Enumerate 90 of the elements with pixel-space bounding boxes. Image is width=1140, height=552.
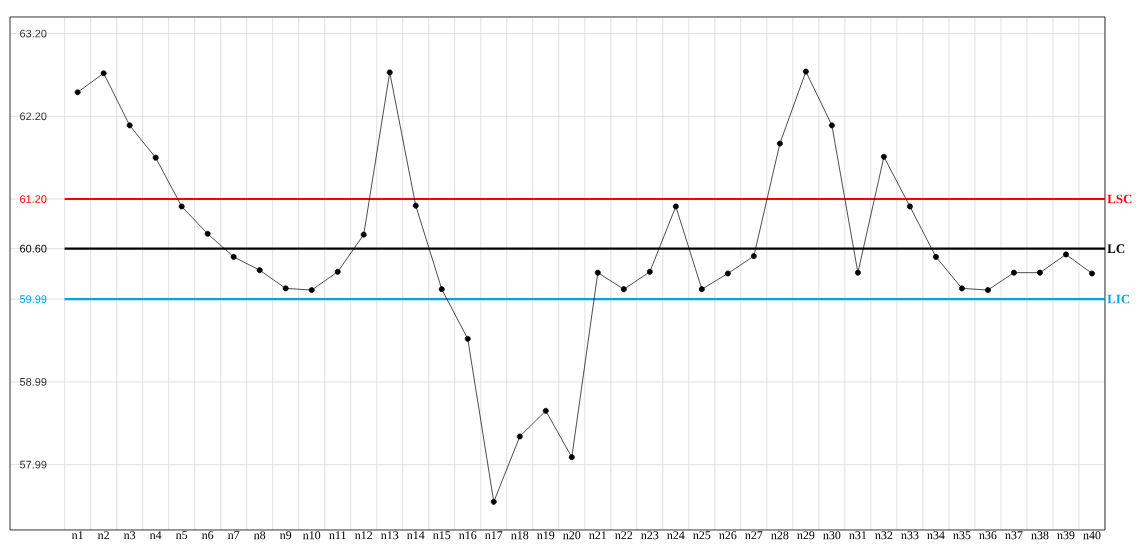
point	[386, 69, 393, 76]
point	[724, 270, 731, 277]
x-tick-label: n7	[227, 531, 240, 540]
x-tick-label: n29	[797, 531, 815, 540]
x-tick-label: n10	[303, 531, 321, 540]
point	[412, 202, 419, 209]
x-tick-label: n14	[407, 531, 425, 540]
x-tick-label: n5	[175, 531, 188, 540]
point	[646, 268, 653, 275]
x-tick-label: n40	[1083, 531, 1101, 540]
point	[594, 269, 601, 276]
point	[542, 407, 549, 414]
x-tick-label: n37	[1005, 531, 1023, 540]
x-tick-label: n24	[667, 531, 685, 540]
point	[828, 122, 835, 129]
point	[854, 269, 861, 276]
x-tick-label: n19	[537, 531, 555, 540]
point	[152, 154, 159, 161]
point	[906, 203, 913, 210]
y-tick-label: 61.20	[20, 195, 47, 203]
x-tick-label: n20	[563, 531, 581, 540]
point	[880, 153, 887, 160]
point	[932, 254, 939, 260]
point	[802, 68, 809, 75]
x-tick-label: n31	[849, 531, 867, 540]
x-tick-label: n9	[280, 531, 292, 540]
point	[230, 254, 237, 260]
x-tick-label: n30	[823, 531, 841, 540]
point	[1037, 269, 1043, 276]
point	[126, 122, 133, 129]
point	[178, 203, 185, 210]
x-tick-label: n36	[979, 531, 997, 540]
x-tick-label: n1	[71, 531, 83, 540]
point	[360, 231, 367, 238]
x-tick-label: n26	[719, 531, 737, 540]
x-tick-label: n8	[254, 531, 266, 540]
point	[568, 454, 575, 461]
x-tick-label: n11	[329, 531, 346, 540]
ref-line-label: LIC	[1107, 294, 1130, 304]
point	[438, 286, 445, 293]
x-tick-label: n12	[355, 531, 373, 540]
point	[334, 268, 341, 275]
point	[985, 287, 991, 293]
x-tick-label: n35	[953, 531, 971, 540]
point	[516, 433, 523, 440]
x-tick-label: n33	[901, 531, 919, 540]
point	[1063, 251, 1069, 258]
ref-line-label: LSC	[1107, 194, 1132, 204]
x-tick-label: n17	[485, 531, 503, 540]
x-tick-label: n3	[123, 531, 136, 540]
x-tick-label: n22	[615, 531, 633, 540]
x-tick-label: n21	[589, 531, 607, 540]
y-tick-label: 60.60	[20, 244, 47, 253]
x-tick-label: n18	[511, 531, 529, 540]
point	[1011, 269, 1017, 276]
point	[74, 89, 81, 96]
x-tick-label: n16	[459, 531, 477, 540]
point	[256, 267, 263, 274]
point	[620, 286, 627, 293]
point	[776, 140, 783, 147]
y-tick-label: 62.20	[20, 112, 47, 121]
x-tick-label: n34	[927, 531, 945, 540]
x-tick-label: n25	[693, 531, 711, 540]
point	[490, 498, 497, 505]
point	[282, 285, 289, 292]
x-tick-label: n39	[1057, 531, 1075, 540]
point	[1089, 270, 1095, 277]
ref-line-label: LC	[1107, 244, 1125, 254]
x-tick-label: n2	[97, 531, 109, 540]
y-tick-label: 57.99	[19, 460, 47, 469]
x-tick-label: n27	[745, 531, 763, 540]
point	[100, 70, 107, 77]
x-tick-label: n32	[875, 531, 893, 540]
point	[204, 230, 211, 237]
y-tick-label: 63.20	[20, 29, 47, 38]
y-tick-label: 59.99	[19, 295, 47, 304]
point	[750, 253, 757, 260]
x-tick-label: n13	[381, 531, 399, 540]
x-tick-label: n23	[641, 531, 659, 540]
point	[464, 335, 471, 342]
x-tick-label: n38	[1031, 531, 1049, 540]
x-tick-label: n4	[149, 531, 162, 540]
y-tick-label: 58.99	[19, 378, 47, 386]
point	[958, 285, 965, 292]
point	[672, 203, 679, 210]
point	[698, 286, 705, 293]
x-tick-label: n15	[433, 531, 451, 540]
x-tick-label: n28	[771, 531, 789, 540]
x-tick-label: n6	[201, 531, 214, 540]
point	[308, 287, 315, 293]
